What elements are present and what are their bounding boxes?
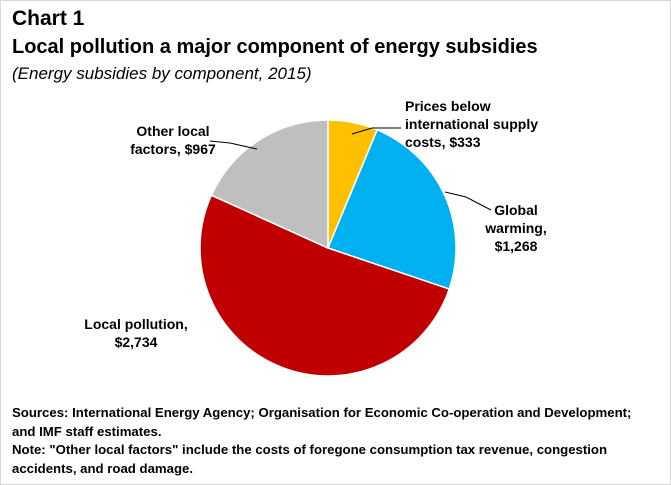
slice-label-line: $2,734 <box>115 334 158 350</box>
leader-line-1 <box>351 127 401 135</box>
leader-line-2 <box>444 191 492 211</box>
slice-label-line: Global <box>494 202 538 218</box>
note-line-2: accidents, and road damage. <box>12 460 194 476</box>
slice-label-3: Local pollution, $2,734 <box>84 316 187 350</box>
chart-subtitle: (Energy subsidies by component, 2015) <box>12 64 312 83</box>
slice-label-line: warming, <box>484 220 546 236</box>
note-line-1: Note: "Other local factors" include the … <box>12 442 608 457</box>
slice-label-line: costs, $333 <box>405 134 481 150</box>
slice-label-line: Prices below <box>405 98 491 114</box>
sources-line-1: Sources: International Energy Agency; Or… <box>12 405 632 420</box>
chart-notes: Sources: International Energy Agency; Or… <box>12 404 662 478</box>
slice-label-line: international supply <box>405 116 538 132</box>
slice-label-line: Local pollution, <box>84 316 187 332</box>
sources-line-2: and IMF staff estimates. <box>12 423 162 439</box>
slice-label-line: $1,268 <box>495 238 538 254</box>
slice-label-line: Other local <box>136 123 209 139</box>
slice-label-2: Global warming, $1,268 <box>484 202 546 254</box>
slice-label-4: Other local factors, $967 <box>130 123 216 157</box>
chart-number: Chart 1 <box>12 7 85 30</box>
pie-slice-3 <box>199 194 451 377</box>
chart-title: Local pollution a major component of ene… <box>12 36 538 58</box>
pie-slice-4 <box>210 119 329 250</box>
leader-line-4 <box>209 140 258 150</box>
pie-slice-2 <box>326 128 457 291</box>
slice-label-1: Prices below international supply costs, $… <box>405 98 538 150</box>
slice-label-line: factors, $967 <box>130 141 216 157</box>
